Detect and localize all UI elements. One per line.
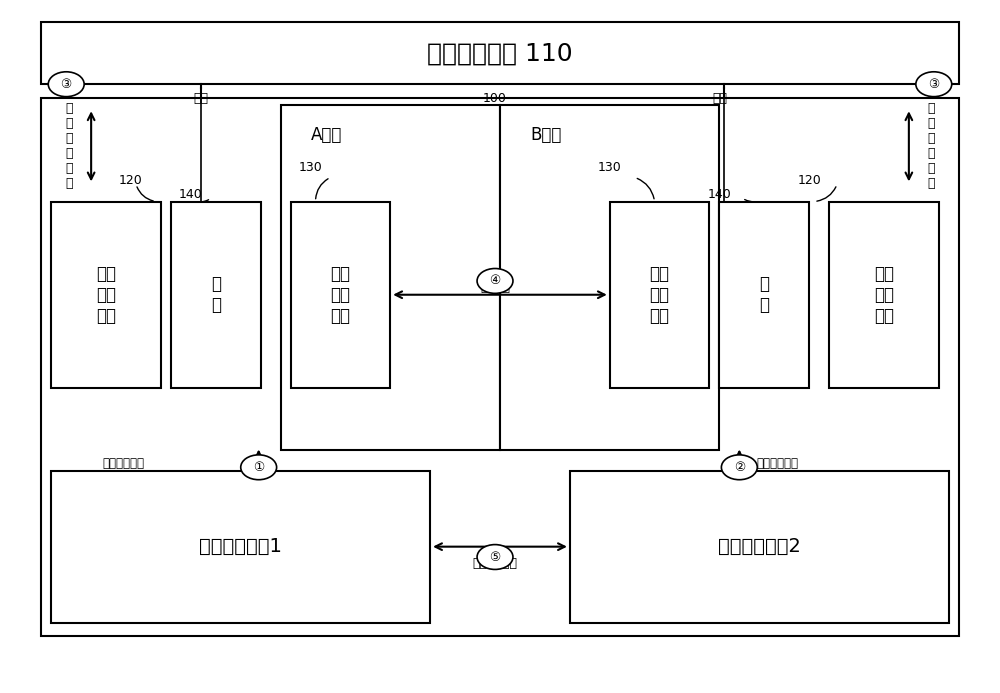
Text: 可信
传输
模块: 可信 传输 模块 <box>330 265 350 324</box>
FancyBboxPatch shape <box>719 202 809 388</box>
Text: 钩
子: 钩 子 <box>759 275 769 314</box>
FancyBboxPatch shape <box>829 202 939 388</box>
Text: 钩
子: 钩 子 <box>211 275 221 314</box>
Text: 100: 100 <box>483 91 507 105</box>
Circle shape <box>477 545 513 570</box>
Circle shape <box>48 72 84 96</box>
FancyBboxPatch shape <box>291 202 390 388</box>
Text: ①: ① <box>253 461 264 474</box>
Text: 可信
传输
模块: 可信 传输 模块 <box>650 265 670 324</box>
FancyBboxPatch shape <box>41 22 959 85</box>
Text: 安全保护部件1: 安全保护部件1 <box>199 537 282 556</box>
Circle shape <box>916 72 952 96</box>
Text: 收到连接请求: 收到连接请求 <box>756 457 798 471</box>
Text: 120: 120 <box>119 175 143 187</box>
Text: A主机: A主机 <box>311 125 342 143</box>
Text: 安全保护部件2: 安全保护部件2 <box>718 537 801 556</box>
FancyBboxPatch shape <box>610 202 709 388</box>
Circle shape <box>721 455 757 480</box>
Text: ③: ③ <box>61 78 72 91</box>
Text: 密钥协商: 密钥协商 <box>480 281 510 295</box>
Text: 注册: 注册 <box>193 91 208 105</box>
Text: ③: ③ <box>928 78 939 91</box>
Text: 注册: 注册 <box>712 91 727 105</box>
Text: ④: ④ <box>489 274 501 288</box>
Circle shape <box>241 455 277 480</box>
Text: 密钥分发模块 110: 密钥分发模块 110 <box>427 41 573 65</box>
FancyBboxPatch shape <box>51 471 430 622</box>
Text: 120: 120 <box>797 175 821 187</box>
Text: 可信
度量
模块: 可信 度量 模块 <box>96 265 116 324</box>
FancyBboxPatch shape <box>570 471 949 622</box>
Text: B主机: B主机 <box>530 125 561 143</box>
FancyBboxPatch shape <box>51 202 161 388</box>
Text: 140: 140 <box>708 188 731 201</box>
FancyBboxPatch shape <box>171 202 261 388</box>
Text: 130: 130 <box>299 161 322 173</box>
Text: 建立可信通信: 建立可信通信 <box>473 557 518 570</box>
FancyBboxPatch shape <box>41 98 959 636</box>
Circle shape <box>477 268 513 293</box>
Text: 发起连接请求: 发起连接请求 <box>102 457 144 471</box>
Text: ②: ② <box>734 461 745 474</box>
Text: 部
件
身
份
度
量: 部 件 身 份 度 量 <box>65 103 73 191</box>
FancyBboxPatch shape <box>500 105 719 450</box>
Text: 130: 130 <box>598 161 622 173</box>
FancyBboxPatch shape <box>281 105 500 450</box>
Text: 可信
度量
模块: 可信 度量 模块 <box>874 265 894 324</box>
Text: ⑤: ⑤ <box>489 550 501 563</box>
Text: 140: 140 <box>179 188 203 201</box>
Text: 部
件
身
份
度
量: 部 件 身 份 度 量 <box>927 103 935 191</box>
